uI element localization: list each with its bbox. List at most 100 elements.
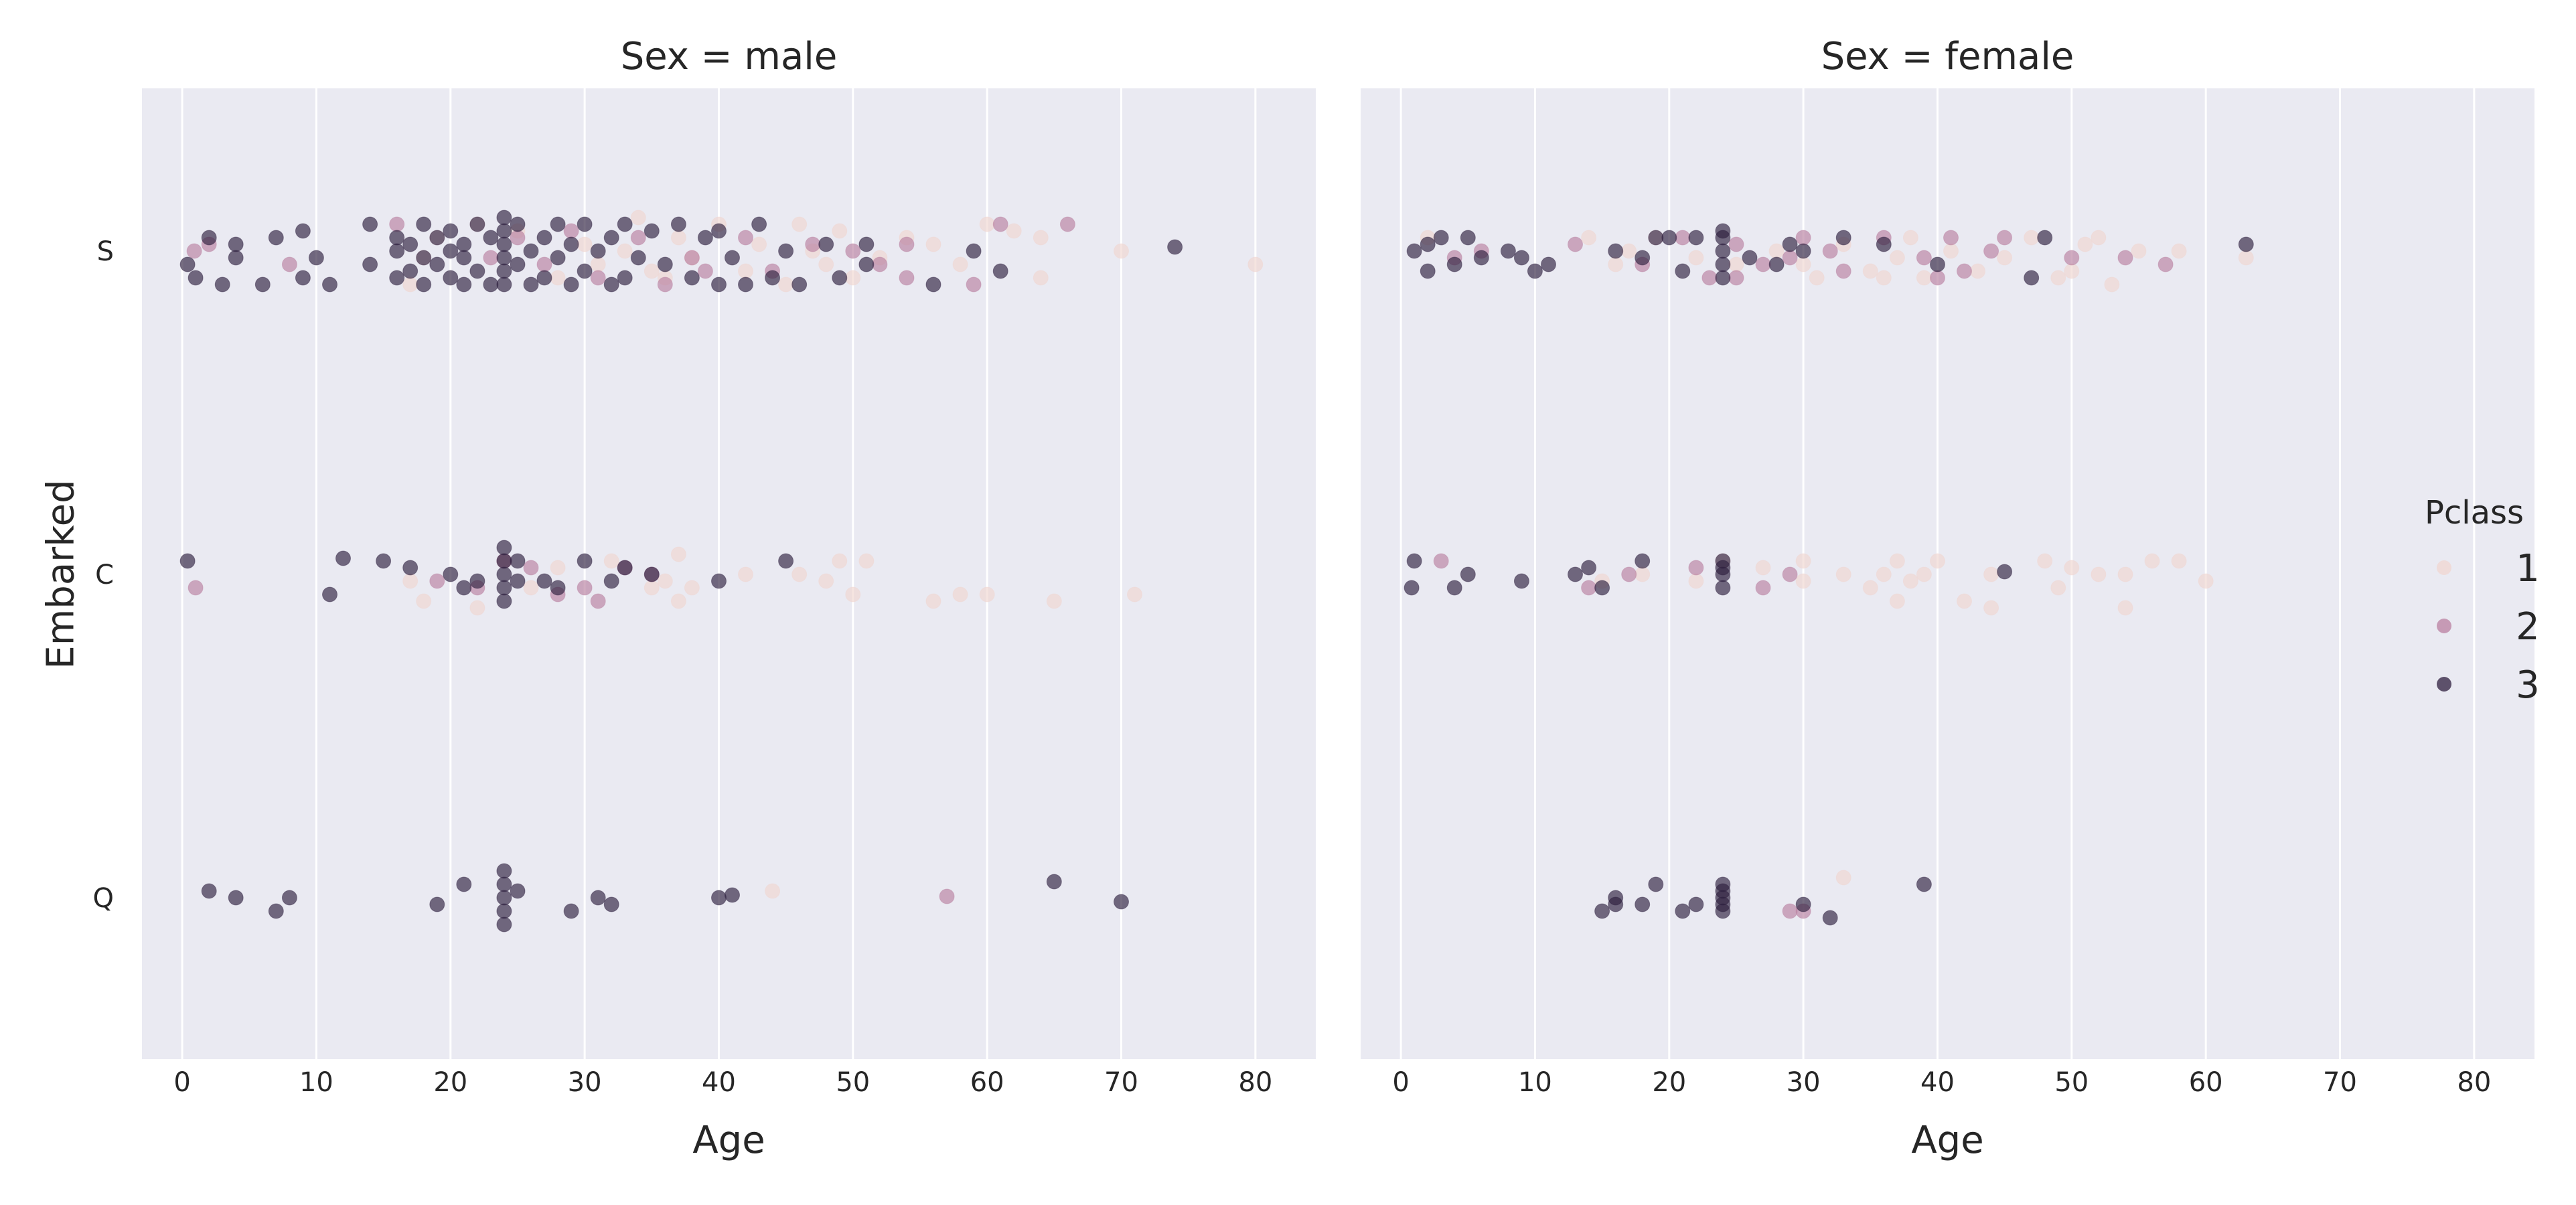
- data-point: [697, 263, 713, 279]
- data-point: [496, 593, 512, 609]
- data-point: [845, 270, 861, 286]
- data-point: [1755, 560, 1771, 576]
- legend-marker: [2437, 619, 2451, 633]
- data-point: [187, 580, 204, 596]
- data-point: [550, 560, 566, 576]
- data-point: [496, 566, 512, 582]
- data-point: [2117, 566, 2133, 582]
- data-point: [1930, 553, 1945, 569]
- data-point: [1648, 876, 1664, 892]
- data-point: [228, 890, 244, 906]
- data-point: [858, 256, 875, 272]
- data-point: [510, 216, 526, 232]
- data-point: [1876, 270, 1892, 286]
- data-point: [1916, 270, 1932, 286]
- data-point: [925, 593, 941, 609]
- data-point: [670, 593, 686, 609]
- data-point: [186, 243, 202, 259]
- data-point: [1568, 236, 1583, 252]
- data-point: [496, 890, 512, 906]
- facet-title: Sex = male: [621, 35, 838, 78]
- data-point: [992, 216, 1008, 232]
- data-point: [1460, 566, 1476, 582]
- data-point: [643, 566, 660, 582]
- data-point: [1167, 239, 1183, 255]
- data-point: [389, 270, 405, 286]
- data-point: [1420, 236, 1436, 252]
- data-point: [778, 276, 794, 293]
- data-point: [751, 236, 767, 252]
- data-point: [496, 263, 512, 279]
- data-point: [1688, 560, 1704, 576]
- data-point: [630, 250, 646, 266]
- data-point: [402, 236, 419, 252]
- data-point: [590, 270, 606, 286]
- data-point: [322, 586, 337, 602]
- data-point: [1997, 564, 2013, 580]
- x-tick-label: 80: [1238, 1067, 1272, 1098]
- data-point: [603, 230, 619, 246]
- data-point: [590, 890, 606, 906]
- data-point: [201, 883, 217, 899]
- data-point: [1835, 566, 1851, 582]
- data-point: [684, 270, 700, 286]
- data-point: [1930, 270, 1945, 286]
- data-point: [2064, 560, 2080, 576]
- legend-label: 2: [2516, 605, 2540, 649]
- data-point: [563, 223, 579, 239]
- data-point: [2064, 263, 2080, 279]
- data-point: [2077, 236, 2093, 252]
- x-tick-label: 60: [2189, 1067, 2223, 1098]
- data-point: [738, 566, 753, 582]
- data-point: [443, 223, 459, 239]
- data-point: [858, 553, 875, 569]
- data-point: [1033, 230, 1049, 246]
- data-point: [603, 573, 619, 589]
- x-tick-label: 80: [2457, 1067, 2491, 1098]
- data-point: [179, 256, 196, 272]
- data-point: [523, 276, 539, 293]
- data-point: [643, 580, 660, 596]
- data-point: [1594, 580, 1610, 596]
- data-point: [469, 573, 485, 589]
- data-point: [1635, 553, 1651, 569]
- data-point: [778, 553, 794, 569]
- data-point: [1742, 250, 1758, 266]
- data-point: [858, 236, 875, 252]
- data-point: [536, 573, 552, 589]
- data-point: [550, 580, 566, 596]
- data-point: [1902, 230, 1918, 246]
- data-point: [1970, 263, 1986, 279]
- data-point: [1635, 566, 1651, 582]
- data-point: [456, 276, 472, 293]
- data-point: [1889, 250, 1905, 266]
- data-point: [214, 276, 230, 293]
- data-point: [1782, 566, 1798, 582]
- data-point: [617, 243, 633, 259]
- data-point: [268, 903, 284, 919]
- data-point: [832, 270, 848, 286]
- data-point: [966, 243, 982, 259]
- data-point: [1473, 250, 1489, 266]
- data-point: [510, 883, 526, 899]
- data-point: [1635, 250, 1651, 266]
- data-point: [1822, 243, 1838, 259]
- x-tick-label: 40: [702, 1067, 736, 1098]
- data-point: [818, 256, 834, 272]
- data-point: [536, 230, 552, 246]
- data-point: [429, 896, 445, 912]
- x-tick-label: 50: [2054, 1067, 2089, 1098]
- data-point: [1688, 250, 1704, 266]
- data-point: [1046, 593, 1062, 609]
- data-point: [1541, 256, 1556, 272]
- data-point: [1835, 263, 1851, 279]
- data-point: [1594, 903, 1610, 919]
- data-point: [617, 560, 633, 576]
- data-point: [496, 223, 512, 239]
- data-point: [1795, 256, 1811, 272]
- data-point: [617, 270, 633, 286]
- data-point: [1943, 230, 1959, 246]
- data-point: [2171, 553, 2187, 569]
- data-point: [389, 216, 405, 232]
